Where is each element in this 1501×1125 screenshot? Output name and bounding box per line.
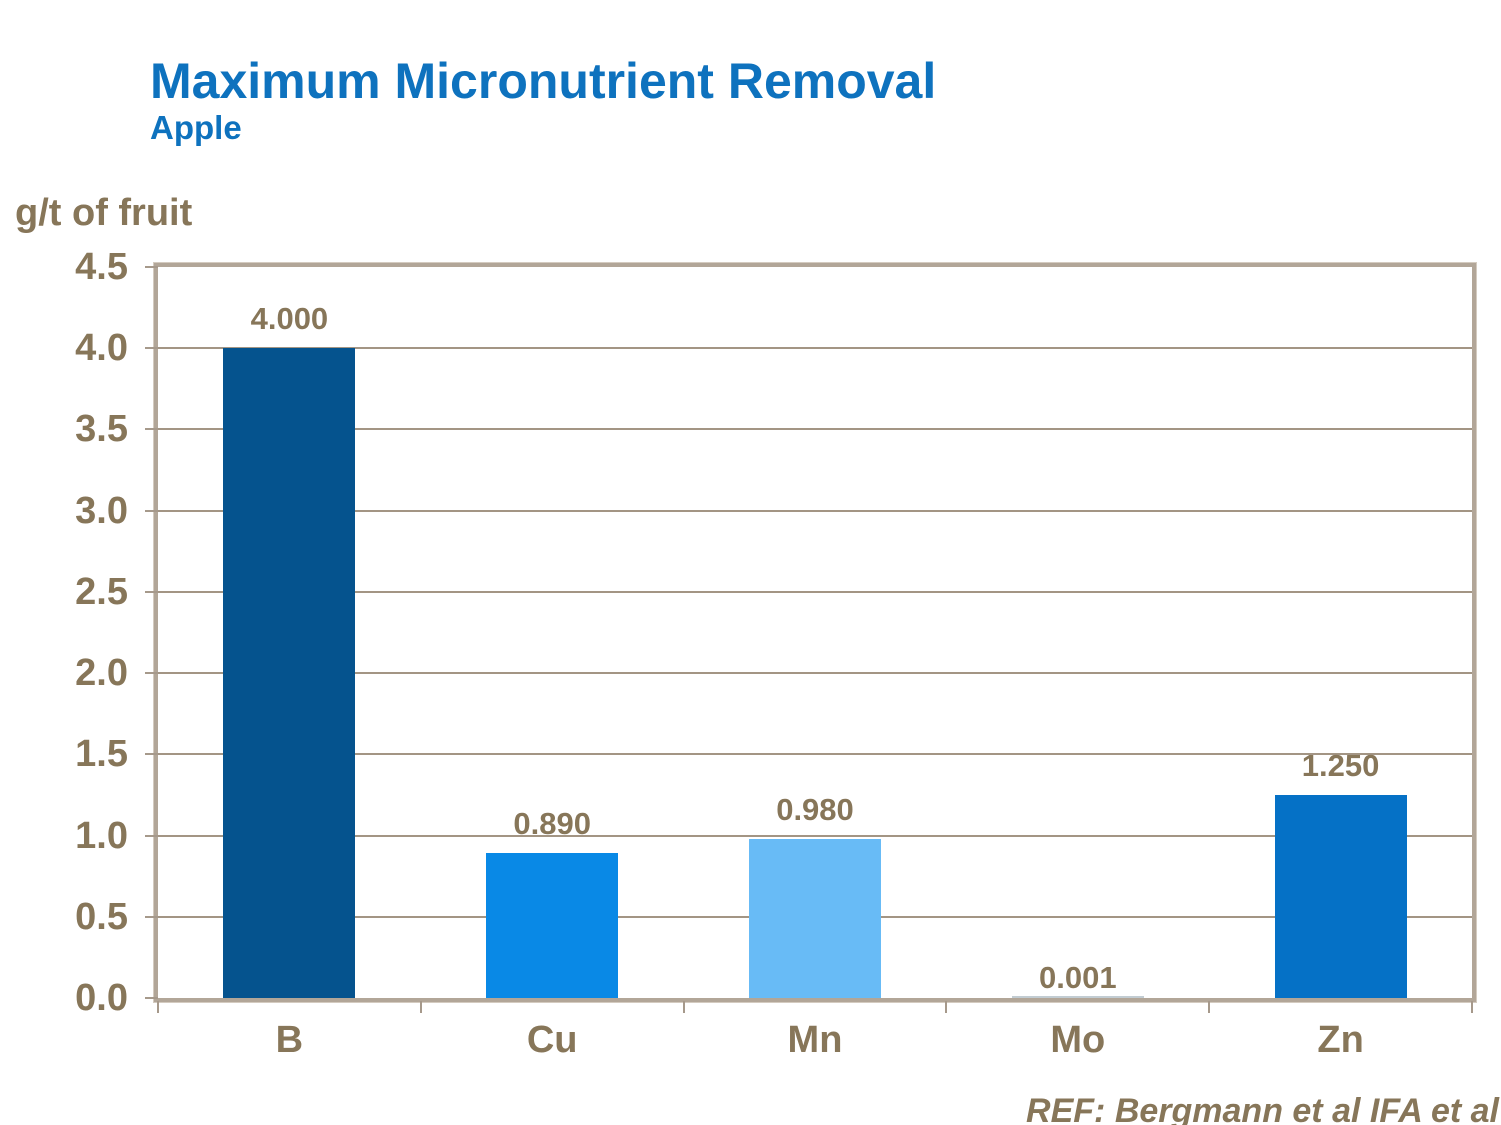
y-axis-tick (145, 509, 158, 512)
bar-Mo (1011, 996, 1144, 998)
x-tick-label-Mn: Mn (787, 1019, 843, 1061)
gridline (158, 428, 1472, 431)
y-axis-tick (145, 753, 158, 756)
x-tick-label-Cu: Cu (526, 1019, 578, 1061)
y-axis-unit-label: g/t of fruit (15, 192, 193, 234)
y-tick-label: 1.5 (75, 733, 128, 776)
y-tick-label: 3.0 (75, 489, 128, 532)
y-axis-tick (145, 428, 158, 431)
x-axis-tick (1208, 1001, 1211, 1013)
bar-value-label-Zn: 1.250 (1301, 747, 1380, 783)
y-axis-tick (145, 266, 158, 268)
x-axis-tick (945, 1001, 948, 1013)
x-axis-tick (682, 1001, 685, 1013)
y-axis-tick (145, 672, 158, 675)
x-axis-tick (157, 1001, 159, 1013)
y-axis-tick (145, 997, 158, 999)
chart-title: Maximum Micronutrient Removal (150, 53, 937, 109)
y-tick-label: 3.5 (75, 408, 128, 451)
bar-value-label-Mo: 0.001 (1039, 960, 1117, 995)
y-tick-label: 4.0 (75, 327, 128, 370)
y-axis-tick (145, 915, 158, 918)
bar-value-label-Cu: 0.890 (513, 806, 591, 842)
y-axis-tick (145, 834, 158, 837)
bar-layer (158, 267, 1472, 998)
y-axis-tick (145, 590, 158, 593)
gridline (158, 753, 1472, 756)
bar-Mn (749, 838, 881, 998)
bar-value-label-Mn: 0.980 (776, 791, 854, 827)
y-axis-tick (145, 347, 158, 350)
chart-subtitle: Apple (150, 109, 242, 146)
gridline (158, 590, 1472, 593)
value-label-layer: 4.000 0.890 0.980 0.001 1.250 (158, 267, 1472, 998)
bar-B (223, 348, 356, 998)
gridline (158, 834, 1472, 837)
plot-area (154, 263, 1476, 1002)
x-axis-tick (419, 1001, 422, 1013)
x-tick-label-Mo: Mo (1050, 1019, 1106, 1061)
y-tick-label: 0.5 (75, 895, 128, 938)
x-tick-label-B: B (275, 1019, 304, 1061)
reference-text: REF: Bergmann et al IFA et al (1026, 1092, 1499, 1125)
bar-Zn (1274, 794, 1407, 998)
y-tick-label: 1.0 (75, 814, 128, 857)
bar-Cu (486, 853, 619, 998)
y-tick-label: 2.0 (75, 652, 128, 695)
gridline (158, 347, 1472, 350)
gridline (158, 672, 1472, 675)
y-tick-label: 0.0 (75, 977, 128, 1019)
x-tick-label-Zn: Zn (1317, 1019, 1364, 1061)
bar-value-label-B: 4.000 (250, 301, 329, 337)
y-tick-label: 4.5 (75, 246, 128, 288)
y-tick-label: 2.5 (75, 570, 128, 613)
x-axis-tick (1471, 1001, 1473, 1013)
gridline (158, 509, 1472, 512)
